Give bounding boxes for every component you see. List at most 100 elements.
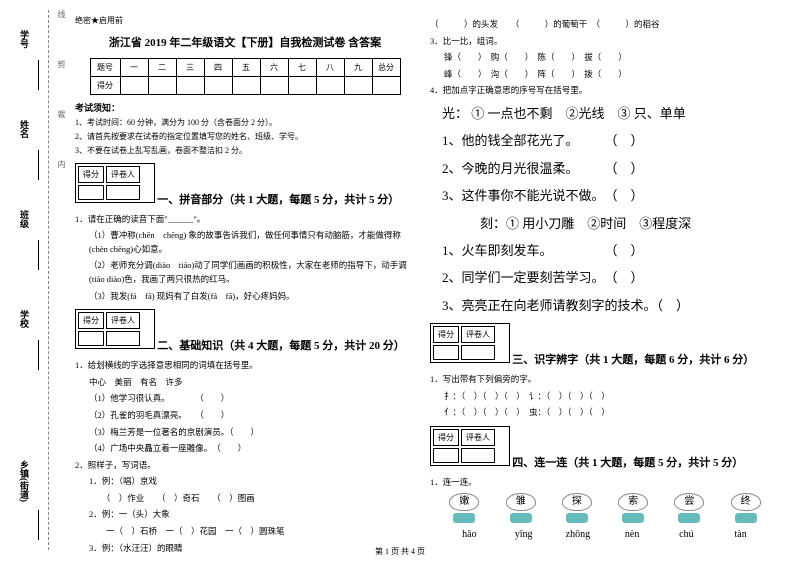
cloud-item[interactable]: 索 [612,493,654,523]
g1: 1、他的钱全部花光了。 （ ） [442,129,780,152]
cloud-char: 探 [562,493,592,511]
grade-box: 得分评卷人 [430,323,510,363]
side-line [38,150,39,180]
pinyin: nèn [606,529,658,540]
cloud-char: 雏 [506,493,536,511]
section-3: 得分评卷人 三、识字辨字（共 1 大题，每题 6 分，共计 6 分） [430,323,780,367]
r-q3-2: 峰（ ） 沟（ ） 阵（ ） 拨（ ） [444,68,780,82]
cloud-char: 尝 [674,493,704,511]
q1-line: （3）我发(fá fā) 现妈有了白发(fá fā)，好心疼妈妈。 [89,290,415,304]
td: 得分 [90,77,120,95]
cloud-row: 嫩 雏 探 索 尝 终 [430,493,780,523]
gb-cell[interactable] [433,345,459,360]
page: 学号 姓名 班级 学校 乡镇(街道) 线 剪 裁 内 绝密★启用前 浙江省 20… [0,0,800,565]
side-line [38,340,39,370]
pinyin: zhōng [552,529,604,540]
section-1-title: 一、拼音部分（共 1 大题，每题 5 分，共计 5 分） [157,194,399,206]
section-2: 得分评卷人 二、基础知识（共 4 大题，每题 5 分，共计 20 分） [75,309,415,353]
cloud-base-icon [735,513,757,523]
label-student-id: 学号 [18,30,31,48]
score-cell[interactable] [232,77,260,95]
gb-cell[interactable] [78,185,104,200]
score-cell[interactable] [372,77,400,95]
cloud-base-icon [510,513,532,523]
q2-1-1: （1）他学习很认真。 （ ） [89,392,415,406]
cloud-base-icon [678,513,700,523]
g2: 2、今晚的月光很温柔。 （ ） [442,157,780,180]
gb-marker: 评卷人 [106,312,140,329]
notice-item: 2、请首先按要求在试卷的指定位置填写您的姓名、班级、学号。 [75,131,415,142]
exam-title: 浙江省 2019 年二年级语文【下册】自我检测试卷 含答案 [75,34,415,50]
score-cell[interactable] [176,77,204,95]
score-cell[interactable] [260,77,288,95]
secret-mark: 绝密★启用前 [75,15,415,26]
r-q3-1: 锋（ ） 购（ ） 陈（ ） 拔（ ） [444,51,780,65]
q2-2-4: 一（ ）石桥 一（ ）花园 一（ ）圆珠笔 [89,525,415,539]
table-row: 得分 [90,77,400,95]
cloud-item[interactable]: 雏 [500,493,542,523]
th: 总分 [372,59,400,77]
score-table: 题号 一 二 三 四 五 六 七 八 九 总分 得分 [90,58,401,95]
q1: 1．请在正确的读音下面"______"。 [75,213,415,227]
cut-line [48,10,49,550]
cloud-item[interactable]: 终 [725,493,767,523]
cloud-item[interactable]: 探 [556,493,598,523]
table-row: 题号 一 二 三 四 五 六 七 八 九 总分 [90,59,400,77]
pinyin-row: hǎo yīng zhōng nèn chú tàn [430,529,780,540]
q1-line: （2）老师充分调(diào tiáo)动了同学们画画的积极性，大家在老师的指导下… [89,259,415,286]
score-cell[interactable] [344,77,372,95]
k2: 2、同学们一定要刻苦学习。 （ ） [442,266,780,289]
score-cell[interactable] [148,77,176,95]
gb-cell[interactable] [106,185,140,200]
gb-cell[interactable] [461,448,495,463]
q2-2: 2．照样子，写词语。 [75,459,415,473]
q1-line: （1）曹冲称(chēn chēng) 象的故事告诉我们，做任何事情只有动脑筋，才… [89,229,415,256]
th: 三 [176,59,204,77]
gb-cell[interactable] [433,448,459,463]
right-column: （ ）的头发 （ ）的葡萄干 （ ）的稻谷 3．比一比，组词。 锋（ ） 购（ … [430,15,780,540]
k1: 1、火车即刻发车。 （ ） [442,239,780,262]
cloud-item[interactable]: 嫩 [443,493,485,523]
cloud-base-icon [566,513,588,523]
s4-q1: 1．连一连。 [430,476,780,490]
score-cell[interactable] [120,77,148,95]
gb-cell[interactable] [106,331,140,346]
grade-box: 得分评卷人 [75,309,155,349]
gb-cell[interactable] [78,331,104,346]
gb-marker: 评卷人 [461,326,495,343]
pinyin: tàn [715,529,767,540]
cut-line-text: 线 剪 裁 内 [56,10,67,188]
notice-item: 1、考试时间：60 分钟，满分为 100 分（含卷面分 2 分）。 [75,117,415,128]
label-class: 班级 [18,210,31,228]
label-name: 姓名 [18,120,31,138]
notice-title: 考试须知： [75,101,415,114]
th: 二 [148,59,176,77]
section-2-title: 二、基础知识（共 4 大题，每题 5 分，共计 20 分） [157,340,405,352]
r-q4: 4．把加点字正确意思的序号写在括号里。 [430,84,780,98]
q2-2-2: （ ）作业 （ ）奇石 （ ）图画 [89,492,415,506]
grade-box: 得分评卷人 [430,426,510,466]
score-cell[interactable] [204,77,232,95]
score-cell[interactable] [316,77,344,95]
page-footer: 第 1 页 共 4 页 [0,546,800,557]
side-line [38,240,39,270]
q2-1-2: （2）孔雀的羽毛真漂亮。 （ ） [89,409,415,423]
th: 五 [232,59,260,77]
q2-1-3: （3）梅兰芳是一位著名的京剧演员。（ ） [89,426,415,440]
s3-l2: 亻：（ ）（ ）（ ） 虫：（ ）（ ）（ ） [444,406,780,420]
section-4: 得分评卷人 四、连一连（共 1 大题，每题 5 分，共计 5 分） [430,426,780,470]
score-cell[interactable] [288,77,316,95]
gb-cell[interactable] [461,345,495,360]
th: 题号 [90,59,120,77]
cloud-base-icon [622,513,644,523]
grade-box: 得分评卷人 [75,163,155,203]
s3-q1: 1．写出带有下列偏旁的字。 [430,373,780,387]
th: 一 [120,59,148,77]
cloud-base-icon [453,513,475,523]
q2-1-4: （4）广场中央矗立着一座雕像。 （ ） [89,442,415,456]
pinyin: hǎo [443,529,495,540]
pinyin: chú [660,529,712,540]
q2-2-1: 1．例：（唱）京戏 [89,475,415,489]
cloud-item[interactable]: 尝 [668,493,710,523]
q2-opts: 中心 美丽 有名 许多 [89,376,415,390]
